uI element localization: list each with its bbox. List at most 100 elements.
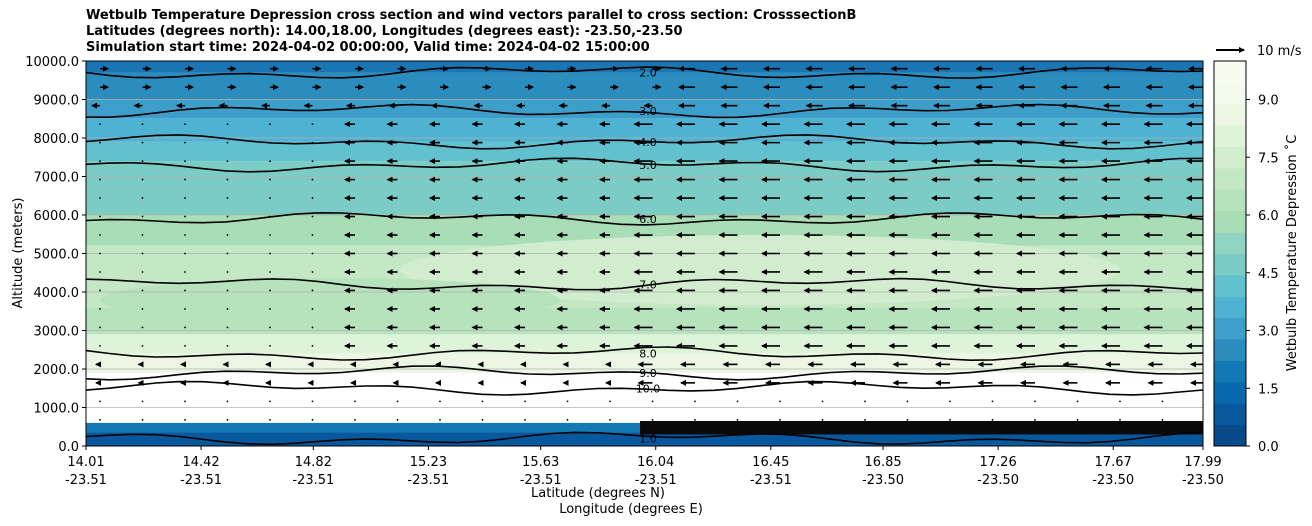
- wind-dot: [184, 400, 186, 403]
- wind-dot: [609, 418, 611, 421]
- colorbar-tick-label: 6.0: [1258, 209, 1279, 224]
- x-tick-label-lat: 17.99: [1184, 455, 1221, 470]
- contour-line: [86, 346, 1203, 362]
- wind-dot: [99, 141, 101, 144]
- wind-dot: [311, 345, 314, 347]
- wind-dot: [184, 178, 186, 181]
- wind-dot: [906, 400, 909, 403]
- wind-dot: [184, 326, 186, 329]
- x-tick-label-lon: -23.50: [862, 473, 904, 488]
- wind-dot: [269, 234, 271, 236]
- x-tick-label-lat: 16.45: [752, 455, 789, 470]
- wind-dot: [226, 400, 229, 403]
- wind-dot: [1204, 400, 1206, 402]
- wind-dot: [99, 215, 101, 218]
- wind-dot: [269, 215, 271, 218]
- x-tick-label-lon: -23.51: [180, 473, 222, 488]
- colorbar-tick-label: 0.0: [1258, 440, 1279, 455]
- colorbar-segment: [1214, 125, 1246, 148]
- wind-dot: [269, 308, 271, 310]
- wind-dot: [99, 308, 101, 310]
- wind-dot: [141, 197, 144, 199]
- wind-dot: [1076, 418, 1079, 421]
- wind-dot: [269, 160, 271, 163]
- colorbar-frame: [1213, 60, 1247, 447]
- colorbar-segment: [1214, 232, 1246, 254]
- wind-dot: [99, 123, 101, 126]
- wind-dot: [694, 418, 696, 421]
- wind-dot: [141, 308, 144, 310]
- wind-dot: [269, 252, 271, 255]
- wind-dot: [226, 418, 229, 421]
- fill-band: [86, 141, 1203, 162]
- wind-dot: [269, 141, 271, 144]
- wind-dot: [184, 252, 186, 255]
- wind-dot: [269, 400, 271, 403]
- wind-dot: [226, 271, 229, 273]
- wind-dot: [141, 252, 144, 255]
- wind-dot: [311, 326, 314, 329]
- wind-dot: [1034, 418, 1036, 421]
- wind-dot: [311, 308, 314, 310]
- wind-dot: [864, 400, 866, 403]
- x-tick-label-lon: -23.51: [65, 473, 107, 488]
- wind-dot: [269, 271, 271, 273]
- wind-dot: [141, 215, 144, 218]
- colorbar-segment: [1214, 82, 1246, 105]
- x-tick-label-lon: -23.51: [750, 473, 792, 488]
- wind-dot: [141, 289, 144, 292]
- wind-dot: [651, 400, 654, 403]
- colorbar-tick-label: 3.0: [1258, 325, 1279, 340]
- wind-dot: [99, 271, 101, 273]
- wind-dot: [1161, 418, 1164, 421]
- wind-dot: [184, 289, 186, 292]
- y-tick-label: 1000.0: [34, 402, 80, 417]
- contour-label: 5.0: [639, 159, 657, 172]
- wind-dot: [311, 178, 314, 181]
- colorbar-segment: [1214, 339, 1246, 361]
- fill-pocket: [400, 235, 1120, 305]
- x-tick-label-lon: -23.50: [1182, 473, 1224, 488]
- x-tick-label-lat: 14.01: [67, 455, 104, 470]
- wind-dot: [184, 123, 186, 126]
- fill-pocket: [100, 278, 560, 322]
- wind-dot: [184, 308, 186, 310]
- colorbar-tick-label: 7.5: [1258, 151, 1279, 166]
- wind-dot: [396, 418, 399, 421]
- reference-vector-label: 10 m/s: [1257, 44, 1302, 59]
- contour-label: 7.0: [639, 278, 657, 291]
- wind-dot: [311, 234, 314, 236]
- wind-dot: [1204, 419, 1206, 421]
- wind-dot: [269, 345, 271, 347]
- x-tick-label-lat: 14.42: [182, 455, 219, 470]
- wind-dot: [1076, 400, 1079, 403]
- x-tick-label-lon: -23.50: [977, 473, 1019, 488]
- fill-band: [86, 161, 1203, 215]
- contour-label: 3.0: [639, 105, 657, 118]
- x-axis-label-lon: Longitude (degrees E): [559, 502, 703, 517]
- contour-label: 6.0: [639, 213, 657, 226]
- wind-dot: [269, 289, 271, 292]
- contour-label: 9.0: [639, 367, 657, 380]
- wind-dot: [311, 400, 314, 403]
- wind-dot: [226, 178, 229, 181]
- reference-vector: 10 m/s: [1216, 44, 1302, 59]
- wind-dot: [311, 215, 314, 218]
- y-tick-label: 2000.0: [34, 363, 80, 378]
- contour-line: [86, 431, 1203, 446]
- colorbar-tick-label: 4.5: [1258, 267, 1279, 282]
- wind-dot: [311, 141, 314, 144]
- y-tick-label: 7000.0: [34, 171, 80, 186]
- wind-dot: [991, 400, 994, 403]
- wind-dot: [99, 418, 101, 421]
- wind-dot: [184, 160, 186, 163]
- colorbar-segment: [1214, 360, 1246, 383]
- colorbar-segment: [1214, 103, 1246, 126]
- wind-dot: [354, 418, 356, 421]
- contour-line: [86, 380, 1203, 396]
- wind-dot: [779, 418, 781, 421]
- x-axis: 14.01 -23.51 14.42 -23.51 14.82 -23.51 15.23 -2…: [65, 446, 1224, 488]
- y-axis: 0.0 1000.0 2000.0 3000.0 4000.0 5000.0 6000.0 7…: [25, 55, 86, 455]
- x-tick-label-lon: -23.51: [635, 473, 677, 488]
